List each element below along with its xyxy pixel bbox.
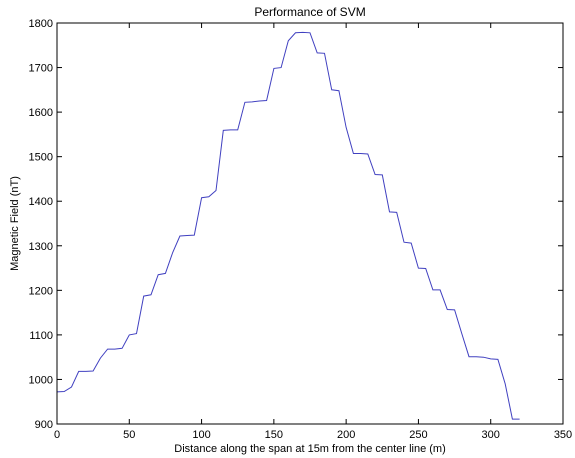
series-layer	[56, 31, 520, 420]
chart-title: Performance of SVM	[254, 5, 365, 19]
y-tick-label: 1300	[29, 241, 53, 253]
y-tick-label: 900	[35, 419, 53, 431]
axes-box	[56, 22, 564, 425]
x-tick-label: 100	[192, 429, 210, 441]
x-tick-label: 250	[409, 429, 427, 441]
series-line	[56, 31, 520, 420]
y-axis-label: Magnetic Field (nT)	[9, 176, 21, 271]
y-tick-label: 1000	[29, 374, 53, 386]
y-tick-label: 1400	[29, 196, 53, 208]
y-tick-label: 1700	[29, 63, 53, 75]
x-tick-label: 350	[554, 429, 572, 441]
y-tick-label: 1200	[29, 285, 53, 297]
x-tick-label: 50	[123, 429, 135, 441]
x-tick-label: 0	[54, 429, 60, 441]
plot-area	[57, 23, 563, 424]
x-axis-label: Distance along the span at 15m from the …	[174, 443, 445, 455]
x-tick-label: 150	[265, 429, 283, 441]
y-tick-label: 1800	[29, 18, 53, 30]
y-tick-label: 1500	[29, 152, 53, 164]
x-tick-label: 200	[337, 429, 355, 441]
x-tick-label: 300	[482, 429, 500, 441]
y-axis: 900 1000 1100 1200 1300 1400 1500 1600 1700 1800	[29, 18, 563, 431]
x-axis: 0 50 100 150 200 250 300 350	[54, 23, 572, 441]
y-tick-label: 1600	[29, 107, 53, 119]
y-tick-label: 1100	[29, 330, 53, 342]
